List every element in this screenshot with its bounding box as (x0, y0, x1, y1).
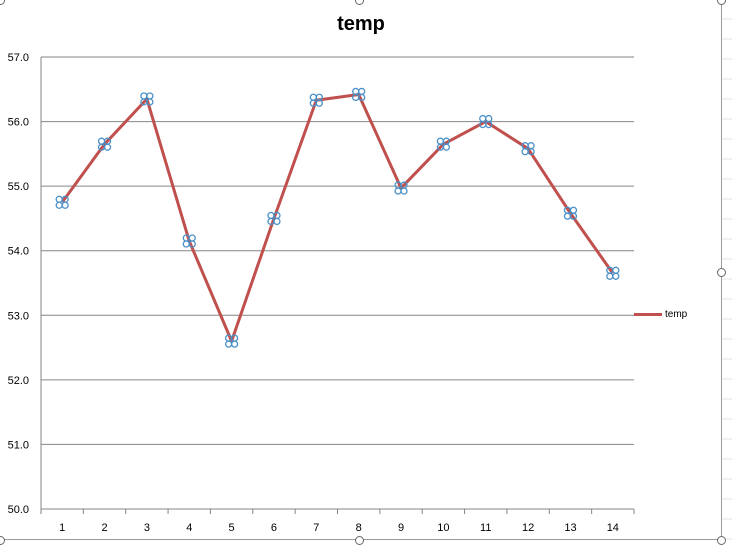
data-point (479, 114, 493, 129)
chart-title: temp (337, 13, 385, 35)
resize-handle-bottom-right[interactable] (717, 536, 726, 545)
data-point (563, 206, 578, 220)
data-point (394, 181, 408, 195)
x-tick-label: 13 (564, 522, 576, 534)
data-point (521, 142, 535, 156)
resize-handle-middle-right[interactable] (717, 268, 726, 277)
resize-handle-bottom-middle[interactable] (355, 536, 364, 545)
legend-label: temp (665, 309, 688, 320)
x-tick-label: 10 (437, 522, 449, 534)
legend-swatch (634, 313, 662, 316)
resize-handle-top-middle[interactable] (355, 0, 364, 5)
data-point (606, 266, 620, 280)
resize-handle-top-right[interactable] (717, 0, 726, 5)
x-tick-label: 6 (271, 522, 277, 534)
y-tick-label: 54.0 (8, 246, 29, 258)
data-point (224, 334, 239, 348)
y-tick-label: 55.0 (8, 181, 29, 193)
plot-area: 50.051.052.053.054.055.056.057.01 2 3 4 5 6 7 8… (8, 52, 635, 534)
data-point (97, 137, 112, 151)
chart-area[interactable]: temp 50.0 51.0 52.0 53.0 54.0 55.0 56.0 57.0 1 2 3… (0, 0, 722, 540)
series-line-temp (60, 92, 615, 343)
y-tick-label: 50.0 (8, 504, 29, 516)
y-tick-label: 56.0 (8, 117, 29, 129)
y-tick-label: 52.0 (8, 375, 29, 387)
x-tick-label: 7 (313, 522, 319, 534)
x-tick-label: 12 (522, 522, 534, 534)
x-tick-label: 9 (398, 522, 404, 534)
y-tick-label: 51.0 (8, 439, 29, 451)
x-tick-label: 14 (607, 522, 619, 534)
data-point (267, 211, 281, 226)
x-tick-label: 11 (480, 522, 491, 534)
x-tick-label: 2 (101, 522, 107, 534)
data-point (140, 92, 154, 106)
x-tick-label: 4 (186, 522, 192, 534)
resize-handle-top-left[interactable] (0, 0, 5, 5)
x-tick-label: 5 (229, 522, 235, 534)
data-point (436, 137, 451, 151)
data-point (55, 195, 69, 209)
data-point (352, 87, 366, 102)
x-tick-label: 1 (59, 522, 65, 534)
data-point (309, 93, 323, 107)
y-tick-label: 57.0 (8, 52, 29, 64)
data-point (182, 234, 196, 248)
legend[interactable]: temp (634, 309, 687, 320)
x-tick-label: 8 (356, 522, 362, 534)
x-tick-label: 3 (144, 522, 150, 534)
y-tick-label: 53.0 (8, 310, 29, 322)
